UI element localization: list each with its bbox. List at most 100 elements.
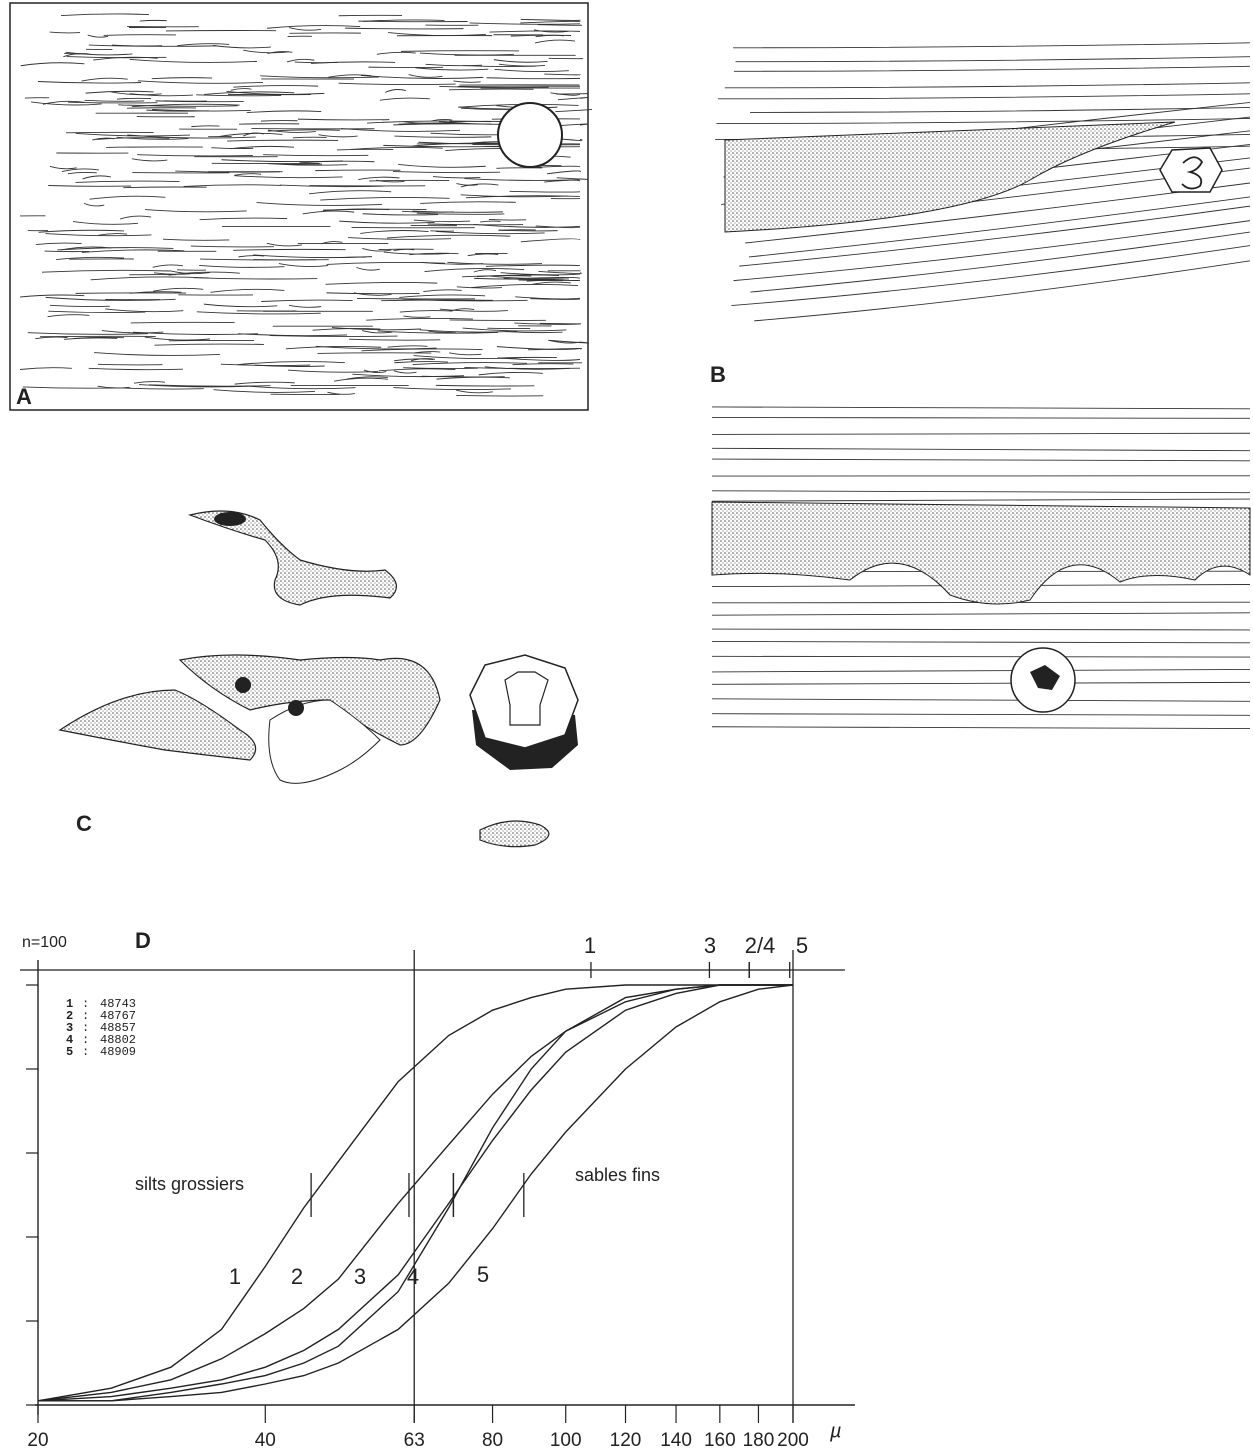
lamina: [200, 218, 288, 220]
lamina: [339, 221, 434, 223]
lamina: [132, 159, 167, 161]
lamina: [479, 372, 543, 374]
lamina: [220, 133, 283, 136]
top-label: 5: [796, 933, 808, 958]
lamina: [414, 356, 527, 359]
lamina: [131, 322, 235, 323]
lamina: [423, 290, 461, 292]
lamina: [449, 89, 534, 90]
lamina: [298, 119, 389, 120]
lamina: [555, 110, 591, 112]
y-axis-label: n=100: [22, 934, 67, 951]
lamina: [235, 382, 295, 384]
lamina: [315, 170, 400, 171]
bedding-line: [712, 433, 1250, 434]
lamina: [46, 297, 176, 300]
lamina: [267, 243, 302, 246]
lamina: [385, 89, 406, 92]
aggregate: [190, 511, 396, 605]
lamina: [197, 312, 321, 314]
bedding-line: [750, 107, 1250, 112]
bedding-line: [733, 43, 1250, 48]
opaque-grain: [288, 700, 304, 716]
bedding-line: [734, 66, 1250, 71]
lamina: [320, 197, 449, 200]
lamina: [437, 377, 510, 379]
lamina: [233, 249, 345, 250]
x-tick-label: 140: [660, 1430, 692, 1451]
lamina: [204, 304, 277, 307]
lamina: [356, 267, 379, 270]
lamina: [485, 367, 570, 369]
lamina: [145, 337, 210, 340]
lamina: [191, 126, 219, 127]
curve-label: 5: [477, 1262, 489, 1287]
lamina: [538, 25, 582, 26]
lamina: [84, 203, 104, 206]
lamina: [210, 289, 284, 292]
lamina: [468, 254, 499, 256]
lamina: [279, 264, 328, 267]
bedding-line: [712, 656, 1250, 657]
burrow: [498, 103, 562, 167]
lamina: [383, 145, 501, 146]
lamina: [36, 243, 82, 245]
grain: [470, 655, 578, 748]
lamina: [61, 14, 149, 16]
lamina: [82, 78, 128, 81]
lamina: [311, 62, 395, 64]
opaque-grain: [235, 677, 251, 693]
lamina: [94, 353, 220, 356]
lamina: [153, 265, 183, 267]
lamina: [348, 238, 451, 240]
lamina: [538, 271, 581, 273]
lamina: [64, 338, 117, 339]
x-tick-label: 200: [777, 1430, 809, 1451]
lamina: [45, 251, 90, 252]
lamina: [98, 234, 127, 236]
lamina: [102, 331, 163, 333]
lamina: [237, 362, 345, 365]
x-tick-label: 63: [404, 1430, 425, 1451]
lamina: [50, 305, 110, 306]
lamina: [401, 51, 519, 52]
lamina: [289, 305, 321, 307]
lamina: [544, 74, 580, 75]
bedding-line: [712, 699, 1250, 701]
lamina: [50, 32, 80, 33]
lamina: [76, 133, 190, 135]
lamina: [42, 270, 170, 272]
lamina: [486, 265, 580, 266]
lamina: [327, 392, 354, 394]
lamina: [426, 64, 482, 65]
lamina: [268, 130, 340, 131]
bedding-line: [754, 261, 1250, 321]
lamina: [260, 76, 379, 78]
lamina: [194, 278, 318, 279]
lamina: [394, 371, 417, 373]
lamina: [120, 216, 151, 219]
lamina: [38, 81, 141, 83]
bedding-line: [712, 407, 1250, 409]
lamina: [464, 179, 579, 181]
lamina: [257, 203, 382, 206]
lamina: [20, 295, 84, 297]
bedding-line: [712, 499, 1250, 501]
bedding-line: [712, 629, 1250, 630]
grain: [1160, 148, 1222, 192]
lamina: [521, 239, 580, 242]
bedding-line: [712, 417, 1250, 418]
lamina: [400, 311, 453, 313]
lamina: [510, 191, 580, 192]
lamina: [153, 288, 203, 291]
lamina: [521, 19, 580, 20]
lamina: [433, 177, 480, 178]
lamina: [163, 239, 229, 240]
x-tick-label: 160: [704, 1430, 736, 1451]
lamina: [98, 364, 162, 365]
lamina: [409, 75, 443, 78]
lamina: [337, 149, 393, 150]
lamina: [436, 231, 545, 233]
lamina: [134, 382, 165, 384]
top-label: 3: [704, 933, 716, 958]
